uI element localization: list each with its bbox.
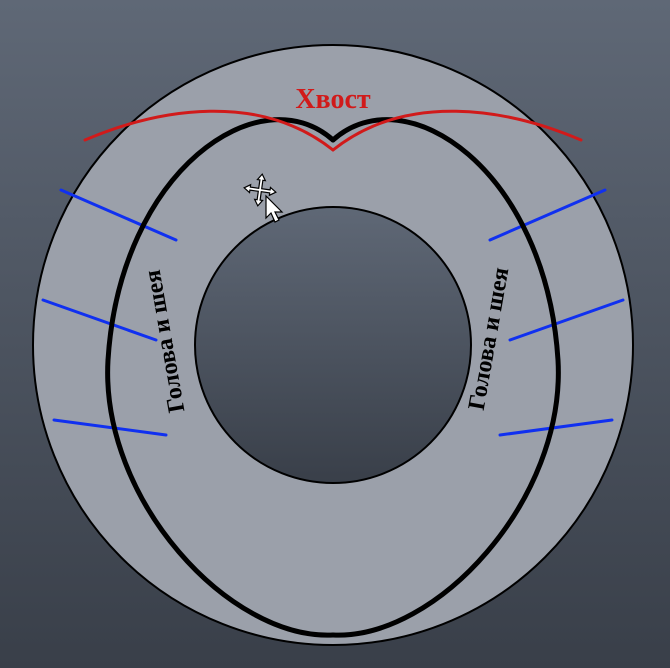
- label-tail: Хвост: [295, 84, 371, 115]
- donut-inner: [195, 207, 471, 483]
